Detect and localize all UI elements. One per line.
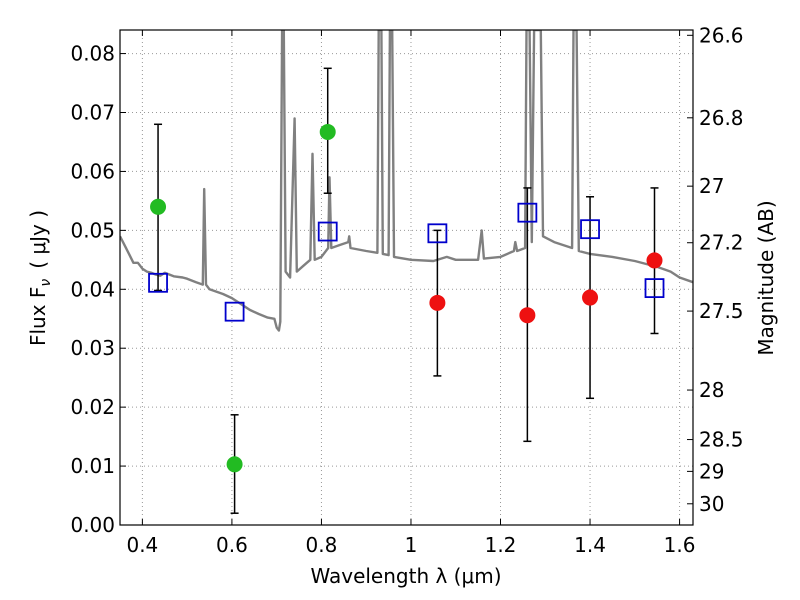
model-photometry-square	[317, 221, 338, 242]
y-axis-right-title: Magnitude (AB)	[754, 200, 778, 355]
nir-data-point	[582, 289, 599, 306]
x-tick-label: 1	[405, 533, 418, 557]
model-photometry-square	[580, 219, 600, 240]
magnitude-tick-label: 27.2	[699, 231, 744, 255]
y-tick-label: 0.04	[70, 277, 115, 301]
plot-frame	[119, 29, 694, 526]
x-axis-title: Wavelength λ (μm)	[310, 564, 501, 588]
y-tick-label: 0.02	[70, 395, 115, 419]
y-tick-label: 0.03	[70, 336, 115, 360]
nir-data-point	[519, 307, 536, 324]
x-tick-label: 1.2	[485, 533, 517, 557]
model-photometry-square	[644, 278, 665, 299]
x-tick-label: 1.6	[664, 533, 696, 557]
model-photometry-square	[427, 223, 448, 244]
model-photometry-square	[148, 272, 168, 293]
optical-data-point	[150, 198, 167, 215]
y-tick-label: 0.08	[70, 42, 115, 66]
y-tick-label: 0.00	[70, 513, 115, 537]
nir-data-point	[429, 294, 446, 311]
x-tick-label: 1.4	[574, 533, 606, 557]
x-tick-label: 0.4	[126, 533, 158, 557]
x-tick-label: 0.6	[216, 533, 248, 557]
model-photometry-square	[517, 202, 538, 223]
svg-text:Flux Fν( μJy ): Flux Fν ( μJy )	[26, 210, 54, 346]
magnitude-tick-label: 28.5	[699, 428, 744, 452]
axes: 0.4 0.6 0.8 1 1.2 1.4 1.6 0.00 0.01 0.02 0.03 0.04 0…	[70, 23, 743, 557]
magnitude-tick-label: 29	[699, 459, 724, 483]
y-tick-label: 0.05	[70, 218, 115, 242]
y-axis-left-title: Flux Fν ( μJy )	[26, 210, 54, 346]
y-tick-label: 0.01	[70, 454, 115, 478]
magnitude-tick-label: 26.6	[699, 23, 744, 47]
template-spectrum-line	[120, 30, 693, 332]
nir-data-point	[646, 252, 663, 269]
magnitude-tick-label: 27	[699, 174, 724, 198]
plot-area	[120, 30, 693, 514]
y-label-sub: ν	[38, 279, 54, 287]
x-tick-label: 0.8	[306, 533, 338, 557]
magnitude-tick-label: 30	[699, 492, 724, 516]
magnitude-tick-label: 27.5	[699, 299, 744, 323]
model-photometry-square	[224, 301, 245, 322]
grid-lines	[120, 30, 693, 526]
y-tick-label: 0.07	[70, 101, 115, 125]
optical-data-point	[319, 123, 336, 140]
y-label-main: Flux F	[26, 287, 50, 346]
y-label-unit: ( μJy )	[26, 210, 50, 269]
optical-data-point	[226, 456, 243, 473]
magnitude-tick-label: 28	[699, 378, 724, 402]
magnitude-tick-label: 26.8	[699, 106, 744, 130]
y-tick-label: 0.06	[70, 159, 115, 183]
